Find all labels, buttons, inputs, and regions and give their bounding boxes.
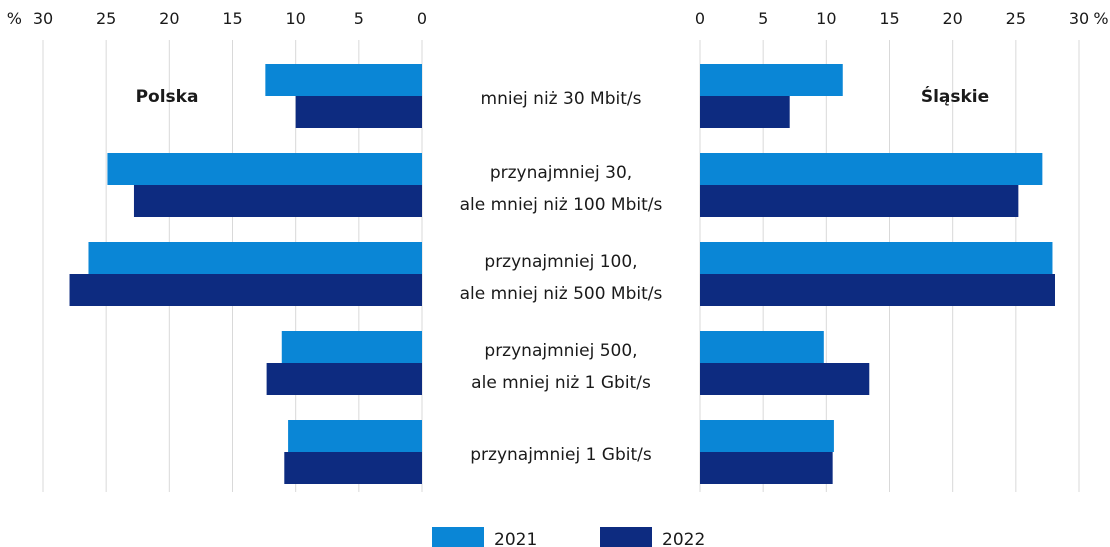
category-label: przynajmniej 500,	[484, 341, 637, 361]
bar-polska-2022	[266, 363, 422, 395]
bar-polska-2021	[88, 242, 422, 274]
tick-label-left: 20	[159, 9, 179, 28]
tick-label-right: 10	[816, 9, 836, 28]
category-label: przynajmniej 30,	[490, 163, 632, 183]
bar-slaskie-2022	[700, 363, 870, 395]
bar-polska-2021	[265, 64, 422, 96]
tick-label-left: 30	[33, 9, 53, 28]
bar-polska-2022	[295, 96, 422, 128]
bar-slaskie-2022	[700, 185, 1019, 217]
panel-title-slaskie: Śląskie	[921, 85, 989, 107]
category-label: ale mniej niż 500 Mbit/s	[460, 284, 663, 304]
category-label: ale mniej niż 1 Gbit/s	[471, 373, 651, 393]
category-label: ale mniej niż 100 Mbit/s	[460, 195, 663, 215]
tick-label-right: 5	[758, 9, 768, 28]
bar-polska-2022	[133, 185, 422, 217]
category-label: przynajmniej 1 Gbit/s	[470, 445, 652, 465]
bar-polska-2022	[284, 452, 422, 484]
tick-label-right: 20	[942, 9, 962, 28]
tick-label-left: 5	[354, 9, 364, 28]
tick-label-left: 10	[285, 9, 305, 28]
bar-slaskie-2021	[700, 64, 843, 96]
bar-slaskie-2021	[700, 242, 1053, 274]
tick-label-right: 25	[1006, 9, 1026, 28]
category-label: przynajmniej 100,	[484, 252, 637, 272]
tick-label-left: 0	[417, 9, 427, 28]
bar-slaskie-2021	[700, 420, 834, 452]
bar-slaskie-2021	[700, 331, 824, 363]
legend-swatch-2022	[600, 527, 652, 547]
bar-polska-2021	[281, 331, 422, 363]
legend-label-2022: 2022	[662, 530, 705, 547]
axis-unit-left: %	[7, 9, 22, 28]
bar-slaskie-2021	[700, 153, 1043, 185]
panel-title-polska: Polska	[136, 87, 199, 107]
bar-slaskie-2022	[700, 452, 833, 484]
tick-label-right: 15	[879, 9, 899, 28]
tick-label-right: 30	[1069, 9, 1089, 28]
tick-label-left: 15	[222, 9, 242, 28]
bar-polska-2022	[69, 274, 422, 306]
tick-label-left: 25	[96, 9, 116, 28]
tick-label-right: 0	[695, 9, 705, 28]
legend-label-2021: 2021	[494, 530, 537, 547]
bar-polska-2021	[107, 153, 423, 185]
axis-unit-right: %	[1093, 9, 1108, 28]
bar-slaskie-2022	[700, 274, 1055, 306]
category-label: mniej niż 30 Mbit/s	[481, 89, 642, 109]
legend-swatch-2021	[432, 527, 484, 547]
bar-slaskie-2022	[700, 96, 790, 128]
bar-polska-2021	[288, 420, 422, 452]
